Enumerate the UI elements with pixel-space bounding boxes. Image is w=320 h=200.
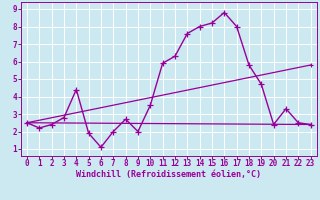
X-axis label: Windchill (Refroidissement éolien,°C): Windchill (Refroidissement éolien,°C) [76,170,261,179]
